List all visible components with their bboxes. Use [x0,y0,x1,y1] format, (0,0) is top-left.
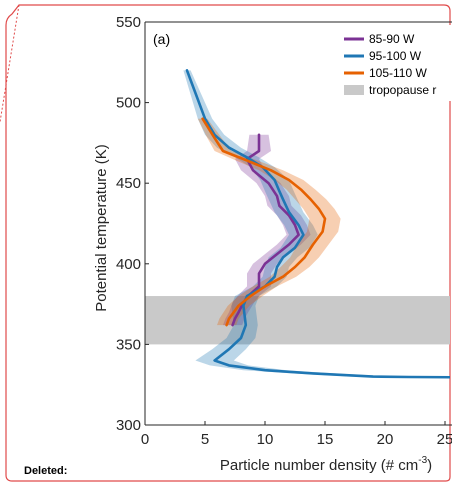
uncertainty-band-series-1 [183,70,450,378]
y-ticks: 300 350 400 450 500 550 [116,14,149,434]
series-lines [185,69,450,379]
axes [144,21,452,426]
x-axis-label-main: Particle number density (# cm [220,457,418,474]
legend-swatch-tropopause [344,85,364,95]
x-tick-label: 10 [257,431,274,448]
y-tick-label: 300 [116,417,141,434]
tropopause-band [145,296,450,345]
y-axis-label: Potential temperature (K) [93,144,110,312]
x-tick-label: 15 [317,431,334,448]
series-line-2 [201,117,327,327]
x-tick-label: 5 [201,431,209,448]
x-axis-label-sup: -3 [418,455,427,466]
comment-frame [5,4,451,482]
deleted-label: Deleted: [24,465,67,477]
legend-label-85-90: 85-90 W [369,32,415,46]
x-tick-label: 20 [377,431,394,448]
legend: 85-90 W 95-100 W 105-110 W tropopause r [337,25,452,101]
y-tick-label: 350 [116,336,141,353]
y-tick-label: 500 [116,95,141,112]
series-line-1 [185,69,450,379]
y-tick-label: 550 [116,14,141,31]
panel-label: (a) [153,31,170,47]
x-ticks: 0 5 10 15 20 25 [141,421,452,448]
x-tick-label: 25 [437,431,452,448]
comment-leader-line [0,4,20,123]
x-axis-label-close: ) [427,457,432,474]
y-tick-label: 450 [116,175,141,192]
y-tick-label: 400 [116,256,141,273]
plot-area [145,69,450,379]
legend-label-95-100: 95-100 W [369,49,422,63]
legend-label-tropopause: tropopause r [369,83,436,97]
x-tick-label: 0 [141,431,149,448]
legend-label-105-110: 105-110 W [369,66,427,80]
x-axis-label: Particle number density (# cm-3) [220,455,432,474]
